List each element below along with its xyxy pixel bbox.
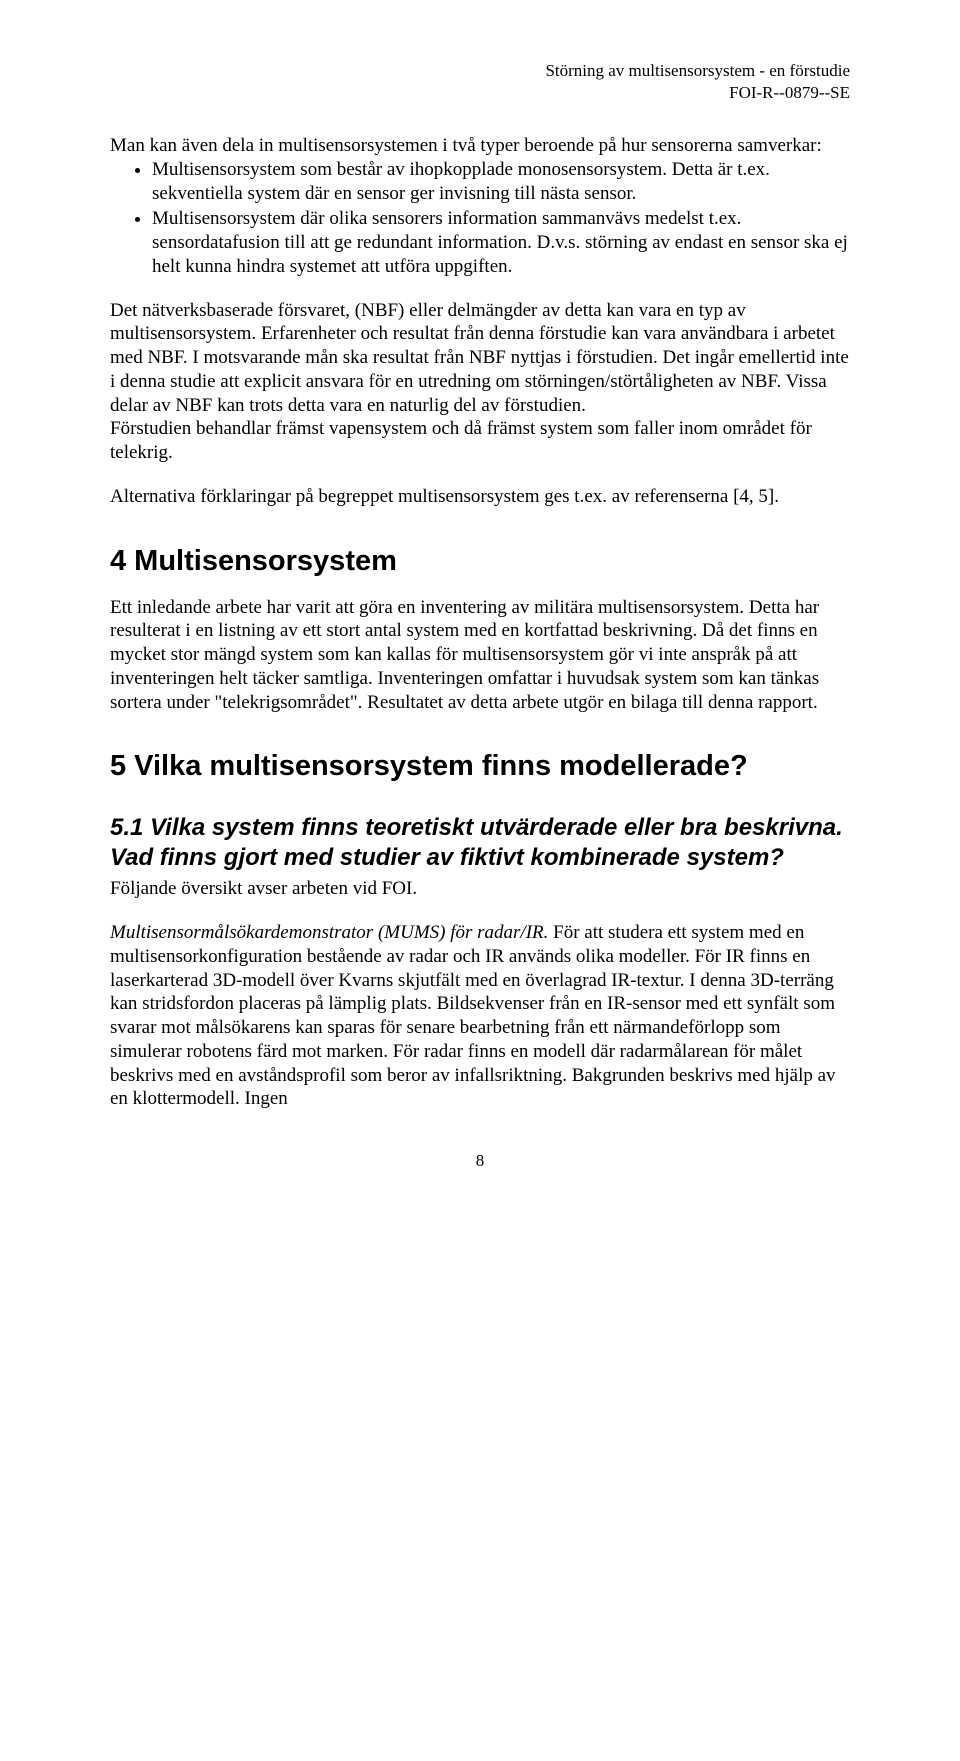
section-5-heading: 5 Vilka multisensorsystem finns modeller… — [110, 750, 850, 783]
bullet-list: Multisensorsystem som består av ihopkopp… — [110, 158, 850, 279]
section-5-1-heading: 5.1 Vilka system finns teoretiskt utvärd… — [110, 813, 850, 873]
list-item: Multisensorsystem som består av ihopkopp… — [152, 158, 850, 206]
header-block: Störning av multisensorsystem - en först… — [110, 60, 850, 104]
paragraph-continuation: För att studera ett system med en multis… — [110, 922, 836, 1109]
paragraph-text: Alternativa förklaringar på begreppet mu… — [110, 485, 850, 509]
section-5-1-body: Multisensormålsökardemonstrator (MUMS) f… — [110, 921, 850, 1111]
header-title: Störning av multisensorsystem - en först… — [110, 60, 850, 82]
paragraph-refs: Alternativa förklaringar på begreppet mu… — [110, 485, 850, 509]
section-4-heading: 4 Multisensorsystem — [110, 545, 850, 578]
paragraph-text: Förstudien behandlar främst vapensystem … — [110, 417, 850, 465]
section-5-1-intro: Följande översikt avser arbeten vid FOI. — [110, 877, 850, 901]
list-item: Multisensorsystem där olika sensorers in… — [152, 207, 850, 278]
lead-italic: Multisensormålsökardemonstrator (MUMS) f… — [110, 922, 548, 943]
intro-block: Man kan även dela in multisensorsystemen… — [110, 134, 850, 279]
paragraph-text: Multisensormålsökardemonstrator (MUMS) f… — [110, 921, 850, 1111]
paragraph-text: Det nätverksbaserade försvaret, (NBF) el… — [110, 299, 850, 418]
paragraph-nbf: Det nätverksbaserade försvaret, (NBF) el… — [110, 299, 850, 465]
paragraph-text: Följande översikt avser arbeten vid FOI. — [110, 877, 850, 901]
header-docid: FOI-R--0879--SE — [110, 82, 850, 104]
section-4-body: Ett inledande arbete har varit att göra … — [110, 596, 850, 715]
page-number: 8 — [110, 1151, 850, 1171]
intro-line: Man kan även dela in multisensorsystemen… — [110, 134, 850, 158]
page-container: Störning av multisensorsystem - en först… — [0, 0, 960, 1211]
paragraph-text: Ett inledande arbete har varit att göra … — [110, 596, 850, 715]
